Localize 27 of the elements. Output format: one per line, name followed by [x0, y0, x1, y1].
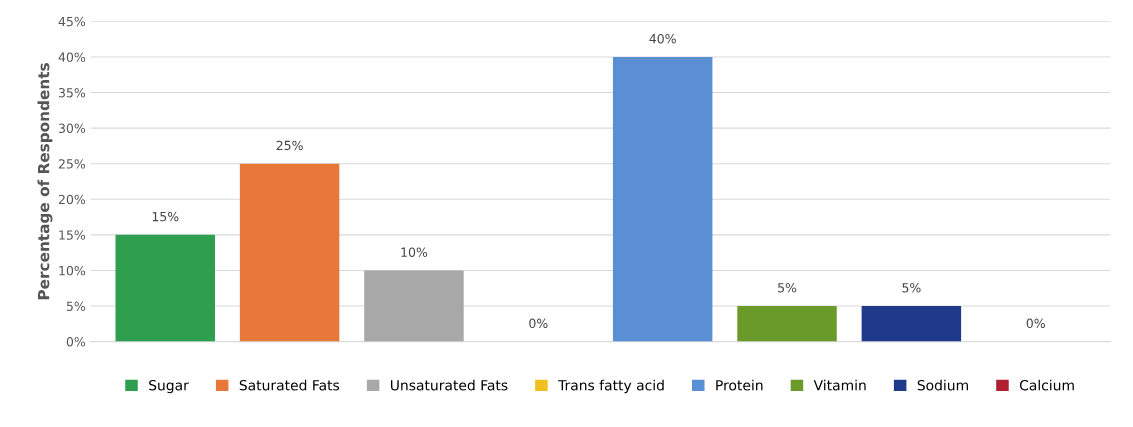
data-label: 15%	[152, 211, 179, 222]
data-label: 10%	[401, 247, 428, 257]
legend-label: Sodium	[917, 379, 968, 391]
legend-label: Unsaturated Fats	[390, 379, 508, 391]
legend-label: Calcium	[1019, 379, 1074, 391]
y-tick-label: 15%	[59, 230, 86, 240]
y-tick-label: 20%	[58, 194, 86, 205]
legend-label: Trans fatty acid	[558, 379, 664, 394]
data-label: 0%	[1026, 318, 1045, 329]
data-label: 40%	[649, 33, 676, 44]
y-tick-label: 40%	[58, 52, 86, 62]
data-label: 5%	[902, 283, 921, 293]
y-tick-label: 45%	[58, 16, 86, 27]
y-axis-title: Percentage of Respondents	[37, 63, 53, 300]
y-tick-label: 25%	[58, 159, 86, 169]
legend-label: Sugar	[149, 379, 189, 394]
data-label: 25%	[276, 140, 303, 151]
data-label: 0%	[529, 318, 548, 329]
y-tick-label: 0%	[66, 337, 86, 347]
y-tick-label: 10%	[59, 265, 86, 276]
legend-label: Vitamin	[813, 379, 866, 391]
y-tick-label: 35%	[58, 87, 86, 98]
legend-label: Saturated Fats	[239, 379, 340, 391]
data-label: 5%	[778, 283, 797, 293]
legend-label: Protein	[716, 379, 763, 391]
y-tick-label: 5%	[66, 301, 86, 311]
y-tick-label: 30%	[58, 123, 86, 134]
